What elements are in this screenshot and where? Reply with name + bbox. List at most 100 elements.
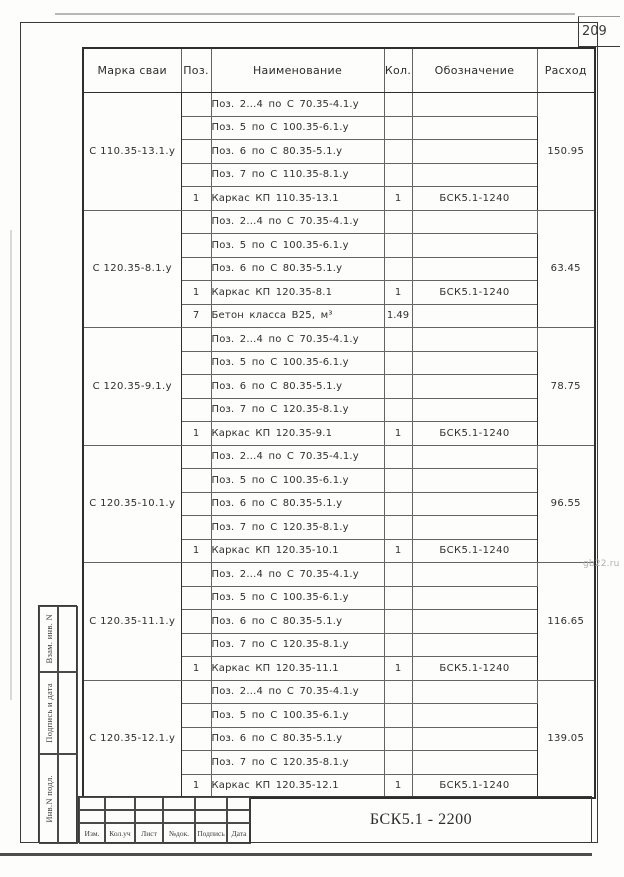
position-cell (180, 750, 212, 775)
quantity-cell (383, 374, 413, 399)
position-cell (180, 327, 212, 352)
item-name-cell: Поз. 5 по С 100.35-6.1.у (210, 703, 385, 728)
side-cell-podpis-data-value (58, 672, 78, 754)
document-code: БСК5.1 - 2200 (369, 810, 473, 828)
designation-cell (411, 468, 538, 493)
scan-artifact-top-line (55, 13, 575, 15)
position-cell (180, 374, 212, 399)
side-cell-inv-podl: Инв.N подл. (39, 754, 58, 844)
spec-table-body: С 110.35-13.1.у Поз. 2...4 по С 70.35-4.1… (82, 92, 596, 799)
quantity-cell: 1 (383, 656, 413, 681)
quantity-cell (383, 397, 413, 422)
item-name-cell: Поз. 2...4 по С 70.35-4.1.у (210, 209, 385, 234)
revision-label-data: Дата (227, 823, 251, 844)
revision-strip: Изм. Кол.уч Лист №док. Подпись Дата (78, 796, 251, 844)
table-row: 1 Каркас КП 120.35-11.1 1 БСК5.1-1240 (83, 656, 595, 681)
pile-mark-cell: С 120.35-8.1.у (82, 209, 182, 328)
position-cell (180, 397, 212, 422)
position-cell (180, 115, 212, 140)
item-name-cell: Поз. 2...4 по С 70.35-4.1.у (210, 679, 385, 704)
table-row: 1 Каркас КП 120.35-12.1 1 БСК5.1-1240 (83, 773, 595, 799)
position-cell: 1 (180, 538, 212, 563)
rashod-cell: 116.65 (536, 562, 596, 681)
designation-cell: БСК5.1-1240 (411, 280, 538, 305)
page-number: 209 (582, 24, 607, 39)
item-name-cell: Поз. 7 по С 110.35-8.1.у (210, 162, 385, 187)
designation-cell (411, 632, 538, 657)
table-row: С 120.35-8.1.у Поз. 2...4 по С 70.35-4.1.… (82, 209, 596, 328)
quantity-cell: 1 (383, 186, 413, 211)
designation-cell (411, 327, 538, 352)
item-name-cell: Поз. 6 по С 80.35-5.1.у (210, 491, 385, 516)
column-header-pos: Поз. (180, 47, 212, 93)
position-cell (180, 468, 212, 493)
side-cell-inv-podl-value (58, 754, 78, 844)
table-row: Поз. 7 по С 120.35-8.1.у (83, 632, 595, 657)
revision-cell-empty (195, 810, 227, 823)
item-name-cell: Поз. 7 по С 120.35-8.1.у (210, 632, 385, 657)
table-row: Поз. 6 по С 80.35-5.1.у (83, 139, 595, 164)
table-header: Марка сваи Поз. Наименование Кол. Обозна… (82, 47, 596, 93)
revision-cell-empty (227, 797, 251, 810)
position-cell (180, 162, 212, 187)
table-row: С 120.35-11.1.у Поз. 2...4 по С 70.35-4.1… (82, 562, 596, 681)
item-name-cell: Бетон класса В25, м³ (210, 303, 385, 328)
scan-artifact-bottom-line (0, 853, 592, 856)
position-cell (180, 256, 212, 281)
designation-cell (411, 491, 538, 516)
revision-cell-empty (79, 810, 105, 823)
position-cell (180, 92, 212, 117)
item-name-cell: Поз. 5 по С 100.35-6.1.у (210, 115, 385, 140)
position-cell (180, 491, 212, 516)
designation-cell (411, 515, 538, 540)
position-cell (180, 703, 212, 728)
quantity-cell (383, 562, 413, 587)
table-row: 1 Каркас КП 110.35-13.1 1 БСК5.1-1240 (83, 186, 595, 211)
item-name-cell: Поз. 7 по С 120.35-8.1.у (210, 750, 385, 775)
designation-cell (411, 139, 538, 164)
quantity-cell (383, 92, 413, 117)
position-cell (180, 233, 212, 258)
designation-cell (411, 562, 538, 587)
item-name-cell: Поз. 6 по С 80.35-5.1.у (210, 374, 385, 399)
table-row: Поз. 6 по С 80.35-5.1.у (83, 491, 595, 516)
position-cell: 7 (180, 303, 212, 328)
designation-cell (411, 397, 538, 422)
item-name-cell: Каркас КП 120.35-8.1 (210, 280, 385, 305)
revision-cell-empty (79, 797, 105, 810)
revision-cell-empty (105, 810, 135, 823)
designation-cell (411, 444, 538, 469)
quantity-cell (383, 444, 413, 469)
item-name-cell: Поз. 6 по С 80.35-5.1.у (210, 139, 385, 164)
designation-cell: БСК5.1-1240 (411, 538, 538, 563)
quantity-cell (383, 750, 413, 775)
item-name-cell: Каркас КП 120.35-10.1 (210, 538, 385, 563)
rashod-cell: 63.45 (536, 209, 596, 328)
table-row: 1 Каркас КП 120.35-10.1 1 БСК5.1-1240 (83, 538, 595, 563)
item-name-cell: Поз. 5 по С 100.35-6.1.у (210, 350, 385, 375)
table-row: 7 Бетон класса В25, м³ 1.49 (83, 303, 595, 328)
position-cell: 1 (180, 421, 212, 446)
item-name-cell: Поз. 5 по С 100.35-6.1.у (210, 468, 385, 493)
position-cell (180, 585, 212, 610)
rashod-cell: 139.05 (536, 679, 596, 799)
designation-cell (411, 585, 538, 610)
designation-cell (411, 209, 538, 234)
quantity-cell (383, 726, 413, 751)
side-label-podpis-data: Подпись и дата (43, 683, 54, 743)
side-cell-vzam-inv: Взам. инв. N (39, 606, 58, 672)
position-cell (180, 139, 212, 164)
column-header-name: Наименование (210, 47, 385, 93)
quantity-cell (383, 256, 413, 281)
designation-cell (411, 303, 538, 328)
column-header-rashod: Расход (536, 47, 596, 93)
designation-cell (411, 750, 538, 775)
position-cell: 1 (180, 773, 212, 799)
side-label-vzam-inv: Взам. инв. N (43, 614, 54, 664)
pile-mark-cell: С 120.35-12.1.у (82, 679, 182, 799)
designation-cell (411, 162, 538, 187)
quantity-cell (383, 632, 413, 657)
column-header-designation: Обозначение (411, 47, 538, 93)
position-cell: 1 (180, 656, 212, 681)
revision-label-ndok: №док. (163, 823, 195, 844)
